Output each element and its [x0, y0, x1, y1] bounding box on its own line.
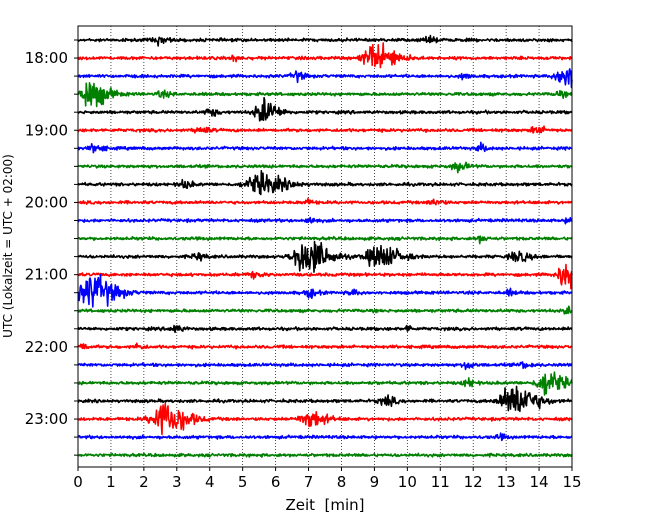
x-axis-label: Zeit [min] — [285, 496, 364, 514]
x-tick-label: 4 — [205, 473, 215, 491]
x-tick-label: 9 — [370, 473, 380, 491]
x-tick-label: 11 — [431, 473, 450, 491]
trace-line — [77, 235, 573, 245]
trace-line — [77, 305, 573, 315]
trace-line — [77, 342, 573, 350]
trace-line — [77, 371, 573, 396]
y-tick-label: 20:00 — [25, 193, 68, 211]
x-tick-label: 2 — [139, 473, 149, 491]
trace-line — [77, 141, 573, 154]
trace-line — [77, 197, 573, 206]
trace-line — [77, 432, 573, 442]
x-tick-label: 10 — [398, 473, 417, 491]
y-tick-label: 19:00 — [25, 121, 68, 139]
trace-line — [77, 68, 573, 89]
plot-frame — [77, 25, 573, 468]
y-axis-ticks: 18:00 19:00 20:00 21:00 22:00 23:00 — [25, 39, 78, 456]
trace-line — [77, 263, 573, 290]
x-axis-ticks: 0 1 2 3 4 5 6 7 8 9 10 11 12 13 14 15 — [73, 467, 582, 491]
y-tick-label: 22:00 — [25, 338, 68, 356]
trace-line — [77, 96, 573, 122]
trace-line — [77, 125, 573, 134]
x-tick-label: 12 — [464, 473, 483, 491]
x-tick-label: 3 — [172, 473, 182, 491]
trace-line — [77, 169, 573, 196]
trace-line — [77, 385, 573, 413]
x-tick-label: 1 — [106, 473, 116, 491]
trace-line — [77, 402, 573, 436]
x-tick-label: 8 — [337, 473, 347, 491]
trace-line — [77, 81, 573, 108]
trace-line — [77, 240, 573, 273]
x-tick-label: 5 — [238, 473, 248, 491]
y-tick-label: 21:00 — [25, 266, 68, 284]
trace-line — [77, 161, 573, 174]
y-tick-label: 23:00 — [25, 410, 68, 428]
y-tick-label: 18:00 — [25, 49, 68, 67]
trace-line — [77, 34, 573, 47]
trace-line — [77, 216, 573, 225]
trace-line — [77, 273, 573, 308]
trace-line — [77, 324, 573, 334]
x-tick-label: 14 — [530, 473, 549, 491]
y-axis-label: UTC (Lokalzeit = UTC + 02:00) — [1, 154, 15, 338]
trace-line — [77, 42, 573, 69]
trace-line — [77, 452, 573, 458]
trace-group — [77, 34, 573, 458]
x-tick-label: 6 — [271, 473, 281, 491]
trace-line — [77, 361, 573, 371]
x-tick-label: 7 — [304, 473, 314, 491]
x-tick-label: 13 — [497, 473, 516, 491]
x-tick-label: 0 — [73, 473, 83, 491]
x-tick-label: 15 — [562, 473, 581, 491]
